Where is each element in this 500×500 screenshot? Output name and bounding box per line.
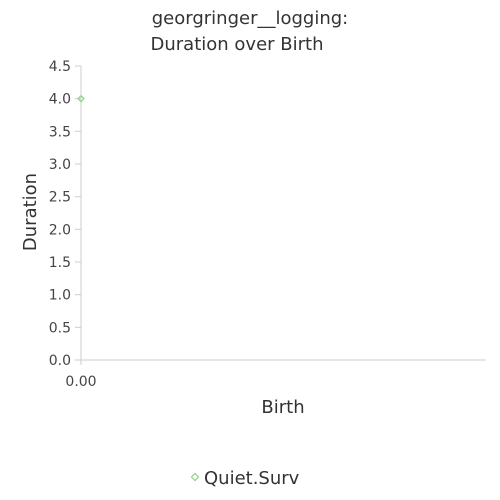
y-tick-label: 4.0 [49, 92, 71, 108]
y-tick-label: 1.0 [49, 288, 71, 304]
legend-marker-diamond-icon [192, 474, 199, 481]
x-tick-label: 0.00 [65, 374, 96, 390]
y-axis-label: Duration [20, 173, 41, 251]
x-axis-label: Birth [261, 397, 304, 418]
y-axis: 0.0 0.5 1.0 1.5 2.0 2.5 3.0 3.5 4.0 4.5 [49, 59, 81, 369]
y-tick-label: 2.5 [49, 190, 71, 206]
legend-entry-label: Quiet.Surv [204, 468, 300, 489]
y-tick-label: 4.5 [49, 59, 71, 75]
y-tick-label: 1.5 [49, 255, 71, 271]
y-tick-label: 2.0 [49, 222, 71, 238]
y-tick-label: 3.0 [49, 157, 71, 173]
chart-title: georgringer__logging: Duration over Birt… [151, 8, 349, 55]
y-tick-label: 0.5 [49, 320, 71, 336]
y-tick-label: 3.5 [49, 124, 71, 140]
x-axis: 0.00 [65, 360, 486, 390]
chart-title-line-1: georgringer__logging: [152, 8, 349, 29]
legend[interactable]: Quiet.Surv [192, 468, 300, 489]
y-tick-label: 0.0 [49, 353, 71, 369]
chart-title-line-2: Duration over Birth [151, 34, 324, 55]
